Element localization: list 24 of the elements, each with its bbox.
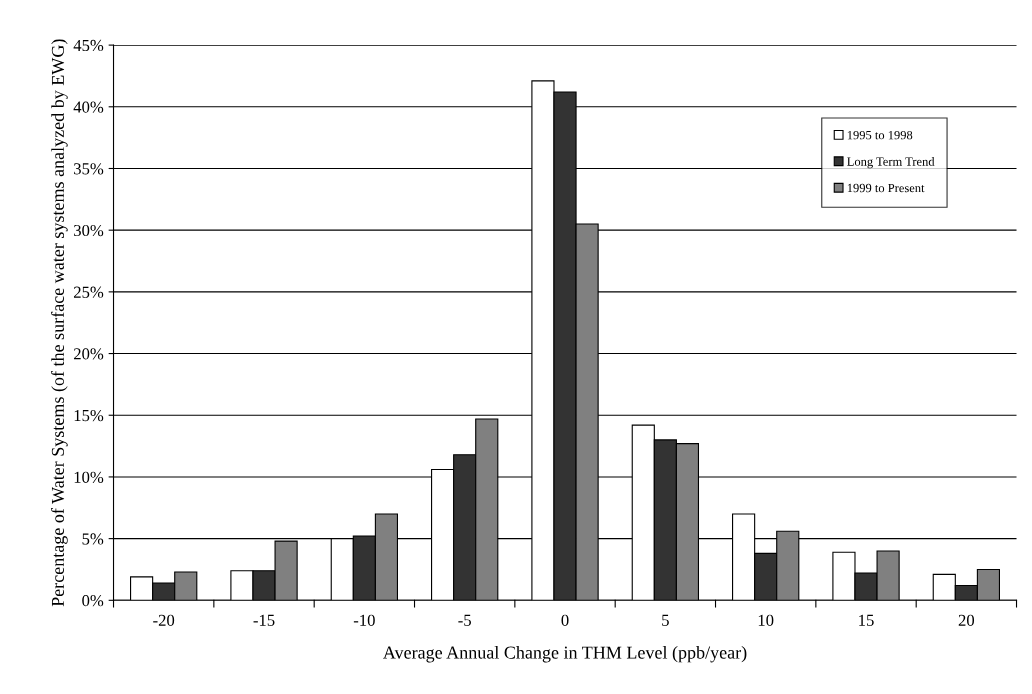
legend-label: 1999 to Present	[847, 183, 925, 193]
x-tick-label: -20	[153, 614, 175, 626]
y-tick-label: 25%	[73, 286, 104, 298]
y-tick-label: 40%	[73, 101, 104, 113]
x-tick-label: 20	[958, 614, 975, 626]
x-tick-label: -10	[353, 614, 375, 626]
legend-label: Long Term Trend	[847, 156, 935, 169]
y-tick-label: 35%	[74, 163, 104, 175]
x-tick-label: 10	[758, 614, 774, 626]
y-tick-label: 0%	[82, 595, 104, 607]
x-tick-label: -15	[253, 614, 275, 626]
x-axis-title: Average Annual Change in THM Level (ppb/year)	[383, 645, 747, 663]
y-tick-label: 5%	[82, 533, 104, 545]
x-tick-label: 5	[662, 614, 669, 626]
legend-label: 1995 to 1998	[847, 130, 913, 140]
y-axis-title: Percentage of Water Systems (of the surface water systems analyzed by EWG)	[51, 39, 68, 607]
y-tick-label: 10%	[74, 471, 104, 483]
y-tick-label: 15%	[74, 409, 104, 422]
x-tick-label: 0	[561, 614, 569, 626]
y-tick-label: 45%	[73, 39, 104, 52]
x-tick-label: 15	[859, 614, 874, 626]
x-tick-label: -5	[458, 614, 471, 626]
y-tick-label: 20%	[73, 348, 104, 360]
y-tick-label: 30%	[74, 224, 104, 237]
